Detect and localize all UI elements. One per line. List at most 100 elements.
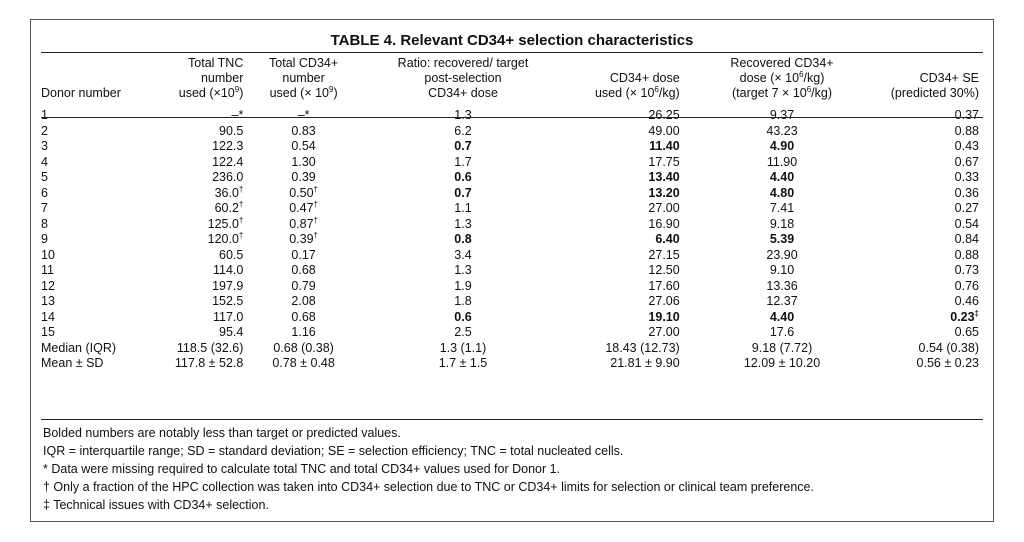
header-text: CD34+ SE xyxy=(919,71,979,85)
table-cell: 0.83 xyxy=(247,124,359,140)
table-cell: 117.0 xyxy=(145,310,248,326)
cell-value: 9.37 xyxy=(769,108,795,122)
table-cell: 12.50 xyxy=(566,263,684,279)
table-cell: –* xyxy=(145,105,248,124)
table-cell: 0.33 xyxy=(880,170,983,186)
table-cell: 13.40 xyxy=(566,170,684,186)
header-cd34-dose: CD34+ dose used (× 106/kg) xyxy=(566,56,684,105)
cell-value: 0.54 xyxy=(954,216,979,231)
table-cell: 1.9 xyxy=(360,279,566,295)
cell-value: 3 xyxy=(41,139,48,153)
table-cell: 17.75 xyxy=(566,155,684,171)
table-cell: 10 xyxy=(41,248,145,264)
table-cell: 7 xyxy=(41,201,145,217)
cell-value: 11.40 xyxy=(649,139,680,153)
table-cell: 114.0 xyxy=(145,263,248,279)
table-cell: 1.1 xyxy=(360,201,566,217)
footnote-mark: † xyxy=(238,199,244,209)
cell-value: 14 xyxy=(41,309,55,324)
table-cell: 16.90 xyxy=(566,217,684,233)
cell-value: 9.10 xyxy=(769,263,795,277)
header-text: /kg) xyxy=(803,71,825,85)
table-cell: 6.40 xyxy=(566,232,684,248)
cell-value: 12.37 xyxy=(766,294,798,308)
cell-value: 4 xyxy=(41,154,48,169)
cell-value: 0.67 xyxy=(954,154,979,169)
footnote-mark: † xyxy=(313,215,318,225)
table-cell: 2.5 xyxy=(360,325,566,341)
table-cell: 19.10 xyxy=(566,310,684,326)
cell-value: Mean ± SD xyxy=(41,356,104,370)
header-text: CD34+ dose xyxy=(609,71,680,85)
table-cell: 14 xyxy=(41,310,145,326)
cell-value: 6.40 xyxy=(655,232,680,246)
table-cell: 0.47† xyxy=(247,200,359,217)
cell-value: 0.6 xyxy=(454,309,472,324)
header-text: ) xyxy=(239,86,244,100)
table-cell: 15 xyxy=(41,325,145,341)
table-cell: 9.37 xyxy=(684,105,881,124)
table-cell: 1.16 xyxy=(247,325,359,341)
cell-value: 23.90 xyxy=(766,247,798,262)
table-cell: 122.3 xyxy=(145,139,248,155)
header-ratio: Ratio: recovered/ target post-selection … xyxy=(360,56,566,105)
cell-value: 4.90 xyxy=(769,139,795,153)
table-cell: 1.7 xyxy=(360,155,566,171)
table-cell: 13.20 xyxy=(566,186,684,202)
table-cell: 4 xyxy=(41,155,145,171)
cell-value: 18.43 (12.73) xyxy=(605,340,680,355)
table-cell: 23.90 xyxy=(684,248,881,264)
table-cell: 0.37 xyxy=(880,105,983,124)
cell-value: 125.0 xyxy=(207,216,239,231)
table-row: 9 120.0† 0.39† 0.8 6.40 5.39 0.84 xyxy=(41,230,983,248)
table-cell: 0.27 xyxy=(880,201,983,217)
table-cell: 0.7 xyxy=(360,139,566,155)
cell-value: 7.41 xyxy=(769,201,795,215)
table-cell: 12.09 ± 10.20 xyxy=(684,356,881,372)
table-cell: 11.90 xyxy=(684,155,881,171)
footnote-mark: † xyxy=(313,184,318,194)
table-cell: 7.41 xyxy=(684,201,881,217)
cell-value: 1.3 xyxy=(454,108,472,122)
footnote-mark: † xyxy=(238,184,244,194)
cell-value: 17.60 xyxy=(648,278,680,293)
cell-value: 0.88 xyxy=(954,123,979,138)
cell-value: 27.00 xyxy=(648,325,680,339)
table-cell: 0.56 ± 0.23 xyxy=(880,356,983,372)
cell-value: 4.40 xyxy=(769,309,795,324)
table-cell: –* xyxy=(247,105,359,124)
header-text: Ratio: recovered/ target xyxy=(397,56,529,70)
footnote-mark: † xyxy=(313,230,318,240)
cell-value: 1.16 xyxy=(291,325,316,339)
note-line: Bolded numbers are notably less than tar… xyxy=(43,426,401,440)
cell-value: 0.88 xyxy=(954,247,979,262)
header-text: /kg) xyxy=(658,86,680,100)
cell-value: 0.46 xyxy=(954,294,979,308)
table-cell: 60.2† xyxy=(145,199,248,217)
cell-value: 1.3 xyxy=(454,216,472,231)
cell-value: 4.40 xyxy=(769,170,795,184)
table-cell: 9.18 xyxy=(684,217,881,233)
cell-value: 10 xyxy=(41,247,55,262)
table-cell: 0.8 xyxy=(360,232,566,248)
table-cell: 17.6 xyxy=(684,325,881,341)
cell-value: 60.2 xyxy=(214,201,239,215)
header-rule xyxy=(41,117,983,118)
cell-value: 0.39 xyxy=(289,232,314,246)
table-cell: 0.79 xyxy=(247,279,359,295)
cell-value: 90.5 xyxy=(219,123,244,138)
table-row: 13 152.5 2.08 1.8 27.06 12.37 0.46 xyxy=(41,294,983,310)
table-cell: 8 xyxy=(41,217,145,233)
top-rule xyxy=(41,52,983,53)
table-cell: 12 xyxy=(41,279,145,295)
table-cell: 49.00 xyxy=(566,124,684,140)
header-recovered: Recovered CD34+ dose (× 106/kg) (target … xyxy=(684,56,881,105)
cell-value: 1.1 xyxy=(454,201,472,215)
table-cell: 36.0† xyxy=(145,184,248,202)
cell-value: 49.00 xyxy=(648,123,680,138)
table-cell: 9.10 xyxy=(684,263,881,279)
cell-value: 60.5 xyxy=(219,247,244,262)
cell-value: 1.3 (1.1) xyxy=(439,340,487,355)
table-row: 3 122.3 0.54 0.7 11.40 4.90 0.43 xyxy=(41,139,983,155)
cell-value: 27.00 xyxy=(648,201,680,215)
